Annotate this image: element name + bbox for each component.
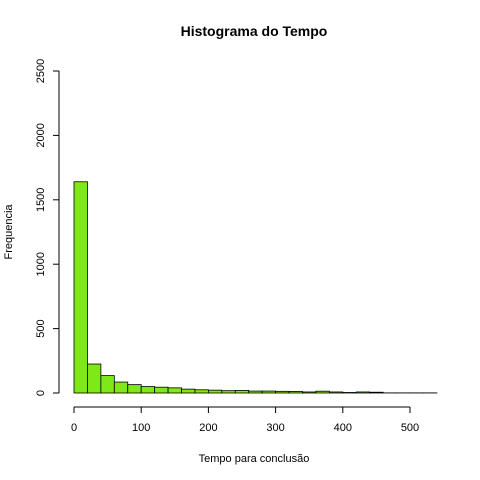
histogram-bar xyxy=(328,391,344,394)
histogram-bar xyxy=(342,392,357,394)
y-axis: 0 500 1000 1500 2000 2500 xyxy=(35,59,60,396)
x-tick-label: 400 xyxy=(334,422,352,434)
chart-title: Histograma do Tempo xyxy=(181,23,328,39)
x-tick-label: 200 xyxy=(199,422,217,434)
histogram-bar xyxy=(140,386,156,394)
y-axis-label: Frequencia xyxy=(3,204,15,260)
y-tick-label: 2000 xyxy=(35,123,47,147)
y-tick-label: 1000 xyxy=(35,252,47,276)
x-axis-label: Tempo para conclusão xyxy=(199,453,310,465)
histogram-bar xyxy=(113,381,129,394)
x-tick-label: 300 xyxy=(266,422,284,434)
histogram-bar xyxy=(154,386,169,394)
histogram-bar xyxy=(87,363,102,394)
y-tick-label: 2500 xyxy=(35,59,47,83)
histogram-bar xyxy=(234,390,250,394)
x-axis: 0 100 200 300 400 500 xyxy=(71,406,419,434)
histogram-bar xyxy=(275,390,290,394)
histogram-bar xyxy=(181,388,196,394)
y-tick-label: 0 xyxy=(35,390,47,396)
y-tick-label: 1500 xyxy=(35,188,47,212)
histogram-bar xyxy=(302,391,317,394)
histogram-bar xyxy=(248,390,263,394)
histogram-bar xyxy=(100,375,115,394)
y-tick-label: 500 xyxy=(35,319,47,337)
histogram-bar xyxy=(369,391,384,394)
histogram-bar xyxy=(207,389,223,394)
x-tick-label: 0 xyxy=(71,422,77,434)
histogram-bar xyxy=(194,389,209,394)
histogram-bar xyxy=(73,181,88,394)
histogram-bar xyxy=(261,390,277,394)
x-tick-label: 500 xyxy=(401,422,419,434)
histogram-bar xyxy=(288,391,303,394)
histogram-bar xyxy=(315,390,330,394)
histogram-bar xyxy=(355,391,371,394)
bars-group xyxy=(73,181,438,394)
histogram-bar xyxy=(167,387,182,394)
x-tick-label: 100 xyxy=(132,422,150,434)
histogram-bar xyxy=(221,390,236,394)
histogram-bar xyxy=(127,384,142,394)
